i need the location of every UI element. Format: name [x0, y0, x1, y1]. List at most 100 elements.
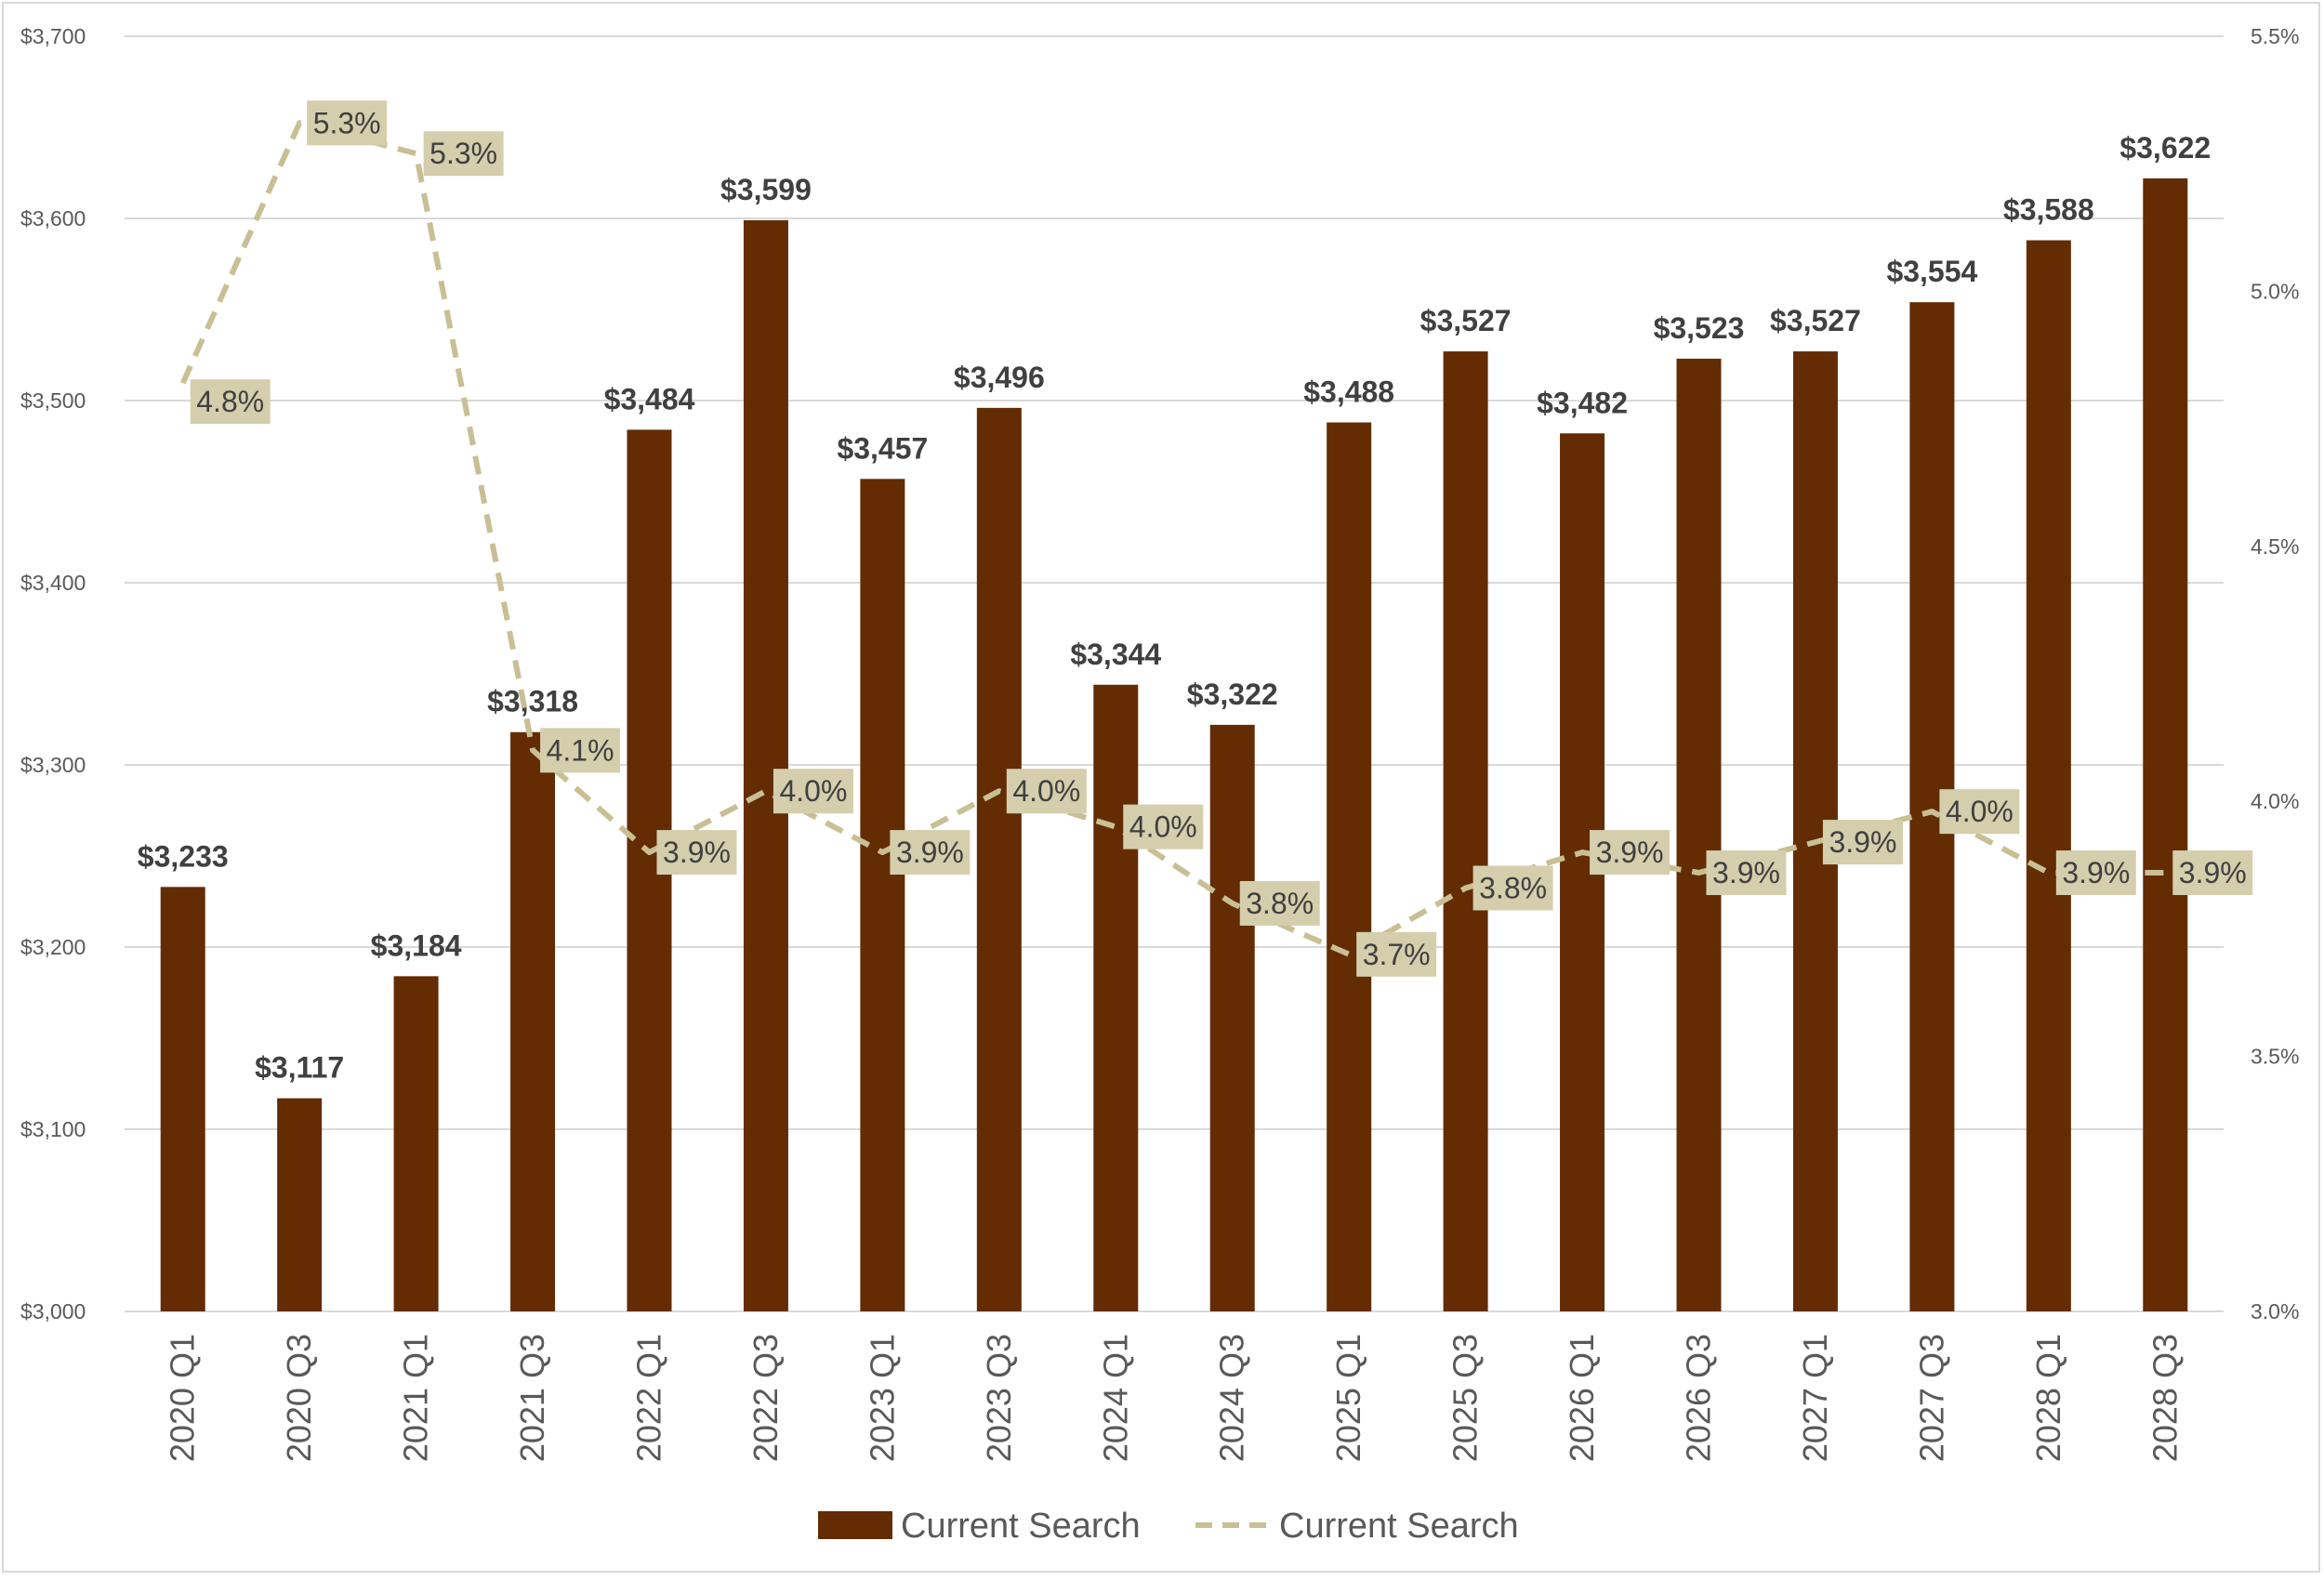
- right-tick-label: 5.5%: [2251, 24, 2299, 48]
- bar: [2143, 178, 2188, 1311]
- bar: [160, 887, 205, 1311]
- category-label: 2023 Q3: [980, 1334, 1018, 1462]
- line-data-label-box: [2172, 850, 2253, 896]
- legend-line-label: Current Search: [1279, 1507, 1519, 1546]
- line-data-label-box: [1239, 880, 1320, 926]
- left-tick-label: $3,000: [20, 1299, 86, 1323]
- line-data-label-box: [772, 769, 853, 814]
- bar-data-label: $3,588: [2003, 193, 2094, 227]
- bar-data-label: $3,318: [487, 685, 578, 718]
- bar-data-label: $3,554: [1886, 255, 1977, 288]
- bar-data-label: $3,622: [2119, 131, 2211, 165]
- bar-data-label: $3,457: [837, 431, 928, 465]
- category-label: 2025 Q1: [1329, 1334, 1367, 1462]
- category-label: 2022 Q1: [630, 1334, 668, 1462]
- category-label: 2021 Q1: [397, 1334, 435, 1462]
- line-data-label-box: [1006, 769, 1087, 814]
- left-tick-label: $3,100: [20, 1117, 86, 1141]
- right-axis-ticks: 3.0% 3.5% 4.0% 4.5% 5.0% 5.5%: [2251, 24, 2299, 1323]
- category-label: 2022 Q3: [746, 1334, 785, 1462]
- line-data-label-box: [540, 728, 621, 773]
- category-axis-labels: 2020 Q1 2020 Q3 2021 Q1 2021 Q3 2022 Q1 2022 …: [164, 1334, 2185, 1462]
- bar: [1676, 358, 1722, 1311]
- line-data-label: 3.8%: [1246, 887, 1314, 920]
- bar-data-label: $3,322: [1187, 678, 1278, 711]
- category-label: 2020 Q3: [280, 1334, 318, 1462]
- bar: [1093, 684, 1139, 1311]
- bar: [510, 731, 556, 1311]
- line-series: [179, 120, 2166, 957]
- bar: [1327, 422, 1372, 1311]
- line-data-label: 3.9%: [1596, 836, 1664, 869]
- gridlines: [125, 35, 2224, 1312]
- line-data-label: 4.1%: [547, 733, 614, 767]
- left-tick-label: $3,400: [20, 571, 86, 595]
- category-label: 2024 Q1: [1096, 1334, 1134, 1462]
- bar: [1209, 724, 1255, 1311]
- line-data-label-box: [656, 830, 737, 876]
- bar-data-labels: $3,233 $3,117 $3,184 $3,318 $3,484 $3,599 $3,4…: [138, 131, 2211, 1085]
- line-data-label-box: [1590, 830, 1670, 876]
- left-tick-label: $3,600: [20, 206, 86, 230]
- line-data-label-box: [1939, 789, 2020, 835]
- line-data-label-box: [1706, 850, 1787, 896]
- bar-data-label: $3,523: [1654, 311, 1745, 345]
- line-data-label: 4.0%: [1129, 810, 1197, 844]
- category-label: 2021 Q3: [513, 1334, 551, 1462]
- right-tick-label: 3.0%: [2251, 1299, 2299, 1323]
- line-data-label-box: [1822, 820, 1903, 865]
- line-data-label: 3.9%: [1712, 856, 1780, 889]
- right-tick-label: 4.0%: [2251, 789, 2299, 813]
- bar-data-label: $3,184: [371, 928, 462, 962]
- bar-data-label: $3,527: [1420, 304, 1512, 337]
- bar-data-label: $3,233: [138, 839, 229, 873]
- line-data-label: 5.3%: [313, 106, 381, 139]
- left-tick-label: $3,300: [20, 753, 86, 777]
- category-label: 2026 Q3: [1680, 1334, 1718, 1462]
- bar: [393, 976, 439, 1311]
- right-tick-label: 3.5%: [2251, 1045, 2299, 1069]
- line-data-label-box: [307, 100, 388, 146]
- bar-line-chart: $3,000 $3,100 $3,200 $3,300 $3,400 $3,500 $3,6…: [20, 24, 2299, 1546]
- bar: [860, 479, 905, 1311]
- bar: [277, 1098, 323, 1311]
- category-label: 2027 Q3: [1912, 1334, 1950, 1462]
- line-data-label: 3.9%: [663, 836, 731, 869]
- line-data-labels: 4.8% 5.3% 5.3% 4.1% 3.9% 4.0% 3.9% 4.0% 4.0% 3.8%…: [190, 100, 2253, 977]
- line-data-label: 5.3%: [429, 137, 497, 170]
- line-data-label: 4.0%: [1012, 774, 1080, 808]
- line-data-label-box: [190, 379, 271, 425]
- line-data-label-box: [890, 830, 971, 876]
- category-label: 2028 Q3: [2146, 1334, 2184, 1462]
- bar-data-label: $3,484: [604, 382, 695, 415]
- bar-data-label: $3,527: [1770, 304, 1861, 337]
- right-tick-label: 4.5%: [2251, 534, 2299, 559]
- line-data-label: 3.9%: [2062, 856, 2130, 889]
- category-label: 2025 Q3: [1446, 1334, 1485, 1462]
- line-data-label: 3.9%: [1829, 825, 1896, 859]
- line-data-label-box: [1356, 931, 1437, 977]
- right-tick-label: 5.0%: [2251, 279, 2299, 303]
- left-axis-ticks: $3,000 $3,100 $3,200 $3,300 $3,400 $3,500 $3,6…: [20, 24, 86, 1323]
- line-data-label: 3.8%: [1479, 871, 1547, 904]
- bar-data-label: $3,482: [1537, 386, 1628, 419]
- bar-data-label: $3,344: [1070, 638, 1161, 671]
- line-data-label: 4.0%: [1946, 795, 2014, 828]
- line-path: [179, 120, 2166, 957]
- line-data-label: 3.9%: [2179, 856, 2247, 889]
- bar-series: [160, 178, 2188, 1312]
- line-data-label: 4.0%: [779, 774, 847, 808]
- bar: [1443, 351, 1488, 1312]
- bar: [2026, 240, 2071, 1311]
- category-label: 2027 Q1: [1796, 1334, 1834, 1462]
- line-data-label: 3.7%: [1363, 938, 1431, 971]
- line-data-label-box: [1472, 865, 1553, 911]
- left-tick-label: $3,700: [20, 24, 86, 48]
- bar: [743, 219, 788, 1312]
- category-label: 2024 Q3: [1213, 1334, 1251, 1462]
- bar-data-label: $3,496: [954, 361, 1045, 394]
- line-data-label: 3.9%: [896, 836, 964, 869]
- bar-data-label: $3,488: [1303, 375, 1394, 409]
- left-tick-label: $3,200: [20, 935, 86, 959]
